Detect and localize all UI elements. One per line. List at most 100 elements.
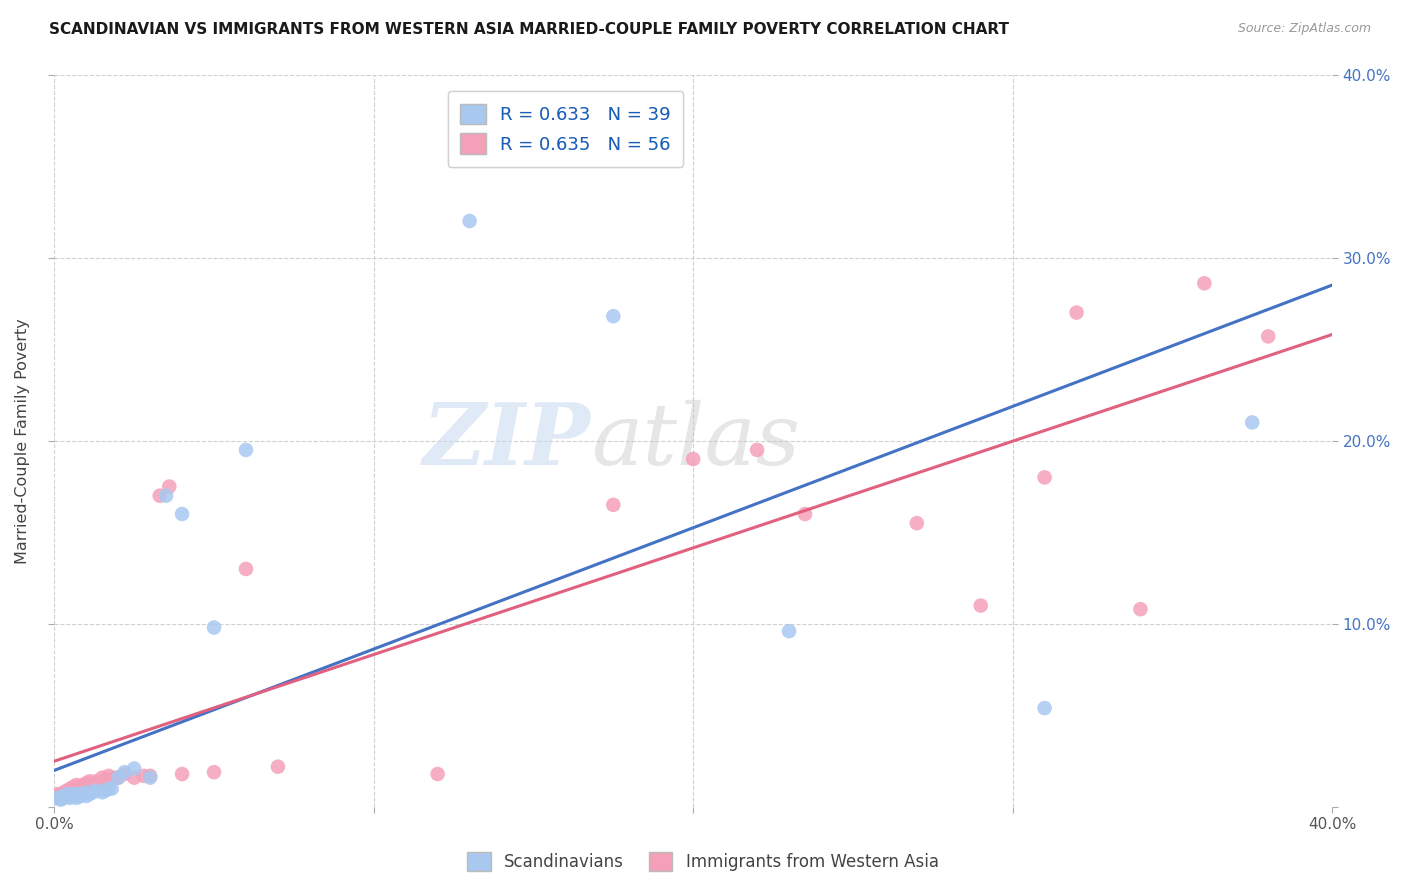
Point [62, 783, 84, 797]
Point [46, 787, 69, 801]
Point [75, 785, 97, 799]
Text: ZIP: ZIP [423, 399, 591, 483]
Point [66, 787, 89, 801]
Legend: R = 0.633   N = 39, R = 0.635   N = 56: R = 0.633 N = 39, R = 0.635 N = 56 [447, 91, 683, 167]
Point [139, 769, 162, 783]
Point [745, 442, 768, 457]
Point [66, 785, 89, 799]
Point [1241, 416, 1264, 430]
Point [1033, 470, 1056, 484]
Point [778, 624, 800, 639]
Point [97, 769, 120, 783]
Point [66, 778, 89, 792]
Point [49, 792, 72, 806]
Point [46, 790, 69, 805]
Point [82, 785, 104, 799]
Point [122, 771, 145, 785]
Point [69, 787, 91, 801]
Point [682, 452, 704, 467]
Point [56, 789, 79, 803]
Point [139, 771, 162, 785]
Point [66, 790, 89, 805]
Point [91, 771, 114, 785]
Point [94, 783, 117, 797]
Point [114, 765, 136, 780]
Point [72, 783, 94, 797]
Point [1257, 329, 1279, 343]
Point [69, 783, 91, 797]
Point [59, 787, 82, 801]
Point [155, 489, 177, 503]
Point [52, 785, 75, 799]
Point [52, 789, 75, 803]
Point [52, 789, 75, 803]
Text: atlas: atlas [591, 400, 800, 482]
Point [59, 781, 82, 796]
Point [172, 767, 194, 781]
Point [235, 442, 257, 457]
Point [107, 771, 129, 785]
Point [49, 787, 72, 801]
Point [458, 214, 481, 228]
Point [202, 621, 225, 635]
Point [87, 776, 110, 790]
Point [905, 516, 928, 530]
Point [235, 562, 257, 576]
Point [1033, 701, 1056, 715]
Point [49, 790, 72, 805]
Legend: Scandinavians, Immigrants from Western Asia: Scandinavians, Immigrants from Western A… [460, 843, 946, 880]
Point [202, 765, 225, 780]
Point [79, 780, 101, 794]
Point [149, 489, 172, 503]
Point [970, 599, 993, 613]
Point [75, 781, 97, 796]
Point [94, 772, 117, 787]
Point [75, 776, 97, 790]
Point [267, 760, 290, 774]
Point [56, 787, 79, 801]
Point [72, 787, 94, 801]
Point [59, 789, 82, 803]
Point [69, 789, 91, 803]
Point [132, 769, 155, 783]
Point [107, 771, 129, 785]
Point [602, 310, 624, 324]
Point [66, 783, 89, 797]
Point [52, 790, 75, 805]
Point [59, 787, 82, 801]
Point [84, 783, 107, 797]
Point [104, 771, 127, 785]
Point [1129, 602, 1152, 616]
Point [157, 479, 180, 493]
Point [122, 762, 145, 776]
Point [1066, 305, 1088, 319]
Point [172, 507, 194, 521]
Point [114, 767, 136, 781]
Point [794, 507, 817, 521]
Point [602, 498, 624, 512]
Point [62, 785, 84, 799]
Point [79, 774, 101, 789]
Point [75, 789, 97, 803]
Point [72, 778, 94, 792]
Point [79, 787, 101, 801]
Text: Source: ZipAtlas.com: Source: ZipAtlas.com [1237, 22, 1371, 36]
Y-axis label: Married-Couple Family Poverty: Married-Couple Family Poverty [15, 318, 30, 564]
Point [101, 781, 124, 796]
Point [69, 780, 91, 794]
Point [101, 772, 124, 787]
Point [56, 783, 79, 797]
Point [84, 774, 107, 789]
Point [62, 789, 84, 803]
Text: SCANDINAVIAN VS IMMIGRANTS FROM WESTERN ASIA MARRIED-COUPLE FAMILY POVERTY CORRE: SCANDINAVIAN VS IMMIGRANTS FROM WESTERN … [49, 22, 1010, 37]
Point [62, 787, 84, 801]
Point [62, 780, 84, 794]
Point [82, 778, 104, 792]
Point [46, 790, 69, 805]
Point [97, 781, 120, 796]
Point [49, 790, 72, 805]
Point [91, 785, 114, 799]
Point [56, 787, 79, 801]
Point [1194, 277, 1216, 291]
Point [426, 767, 449, 781]
